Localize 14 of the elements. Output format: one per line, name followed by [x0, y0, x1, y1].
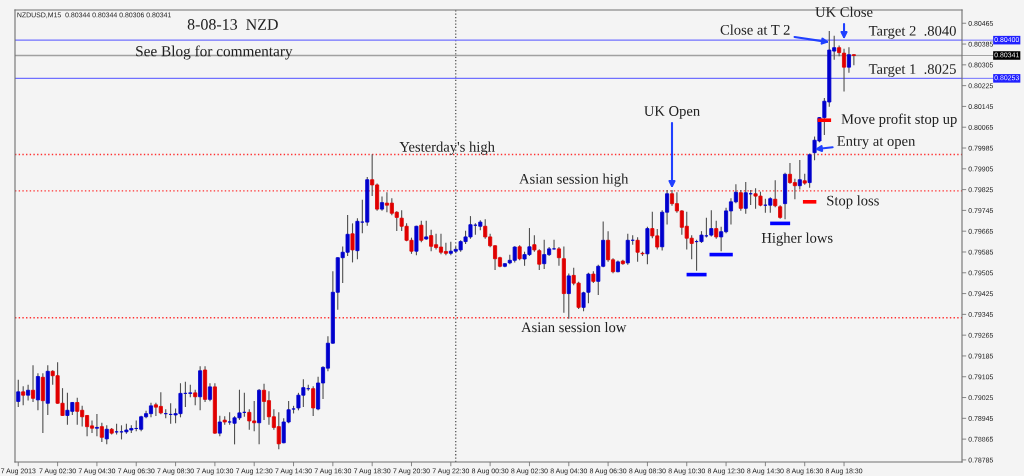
- annotation: Close at T 2: [720, 24, 790, 35]
- annotation: Target 1 .8025: [868, 64, 956, 77]
- annotation: Higher lows: [761, 232, 833, 246]
- annotation: Asian session low: [521, 321, 627, 333]
- annotation: Move profit stop up: [841, 113, 957, 127]
- annotation: Asian session high: [519, 173, 629, 187]
- annotation: Stop loss: [827, 195, 879, 209]
- chart-title: 8-08-13 NZD: [187, 19, 278, 30]
- annotation: See Blog for commentary: [136, 45, 293, 60]
- annotation: UK Close: [815, 6, 873, 17]
- annotation: UK Open: [644, 106, 700, 119]
- annotation: Yesterday's high: [399, 141, 495, 155]
- annotation: Target 2 .8040: [868, 25, 956, 39]
- annotation: Entry at open: [837, 136, 916, 149]
